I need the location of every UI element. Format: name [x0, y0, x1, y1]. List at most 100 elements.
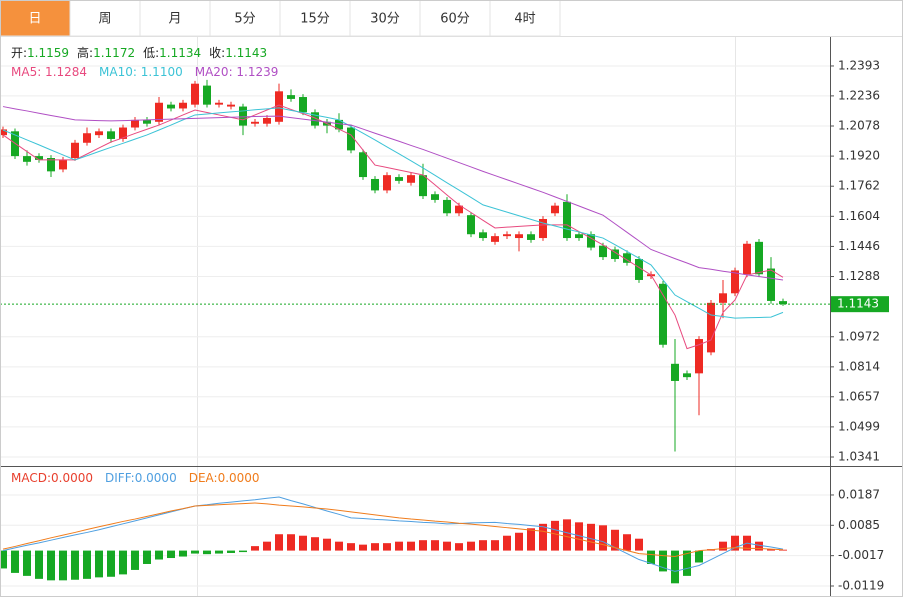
macd-bar: [311, 537, 319, 551]
tab-label[interactable]: 日: [28, 12, 41, 27]
candle-body: [227, 104, 235, 107]
info-value: 1.1159: [27, 46, 69, 60]
y-tick-label: 1.0657: [838, 389, 880, 403]
y-tick-label: 1.1446: [838, 239, 880, 253]
tab-label[interactable]: 60分: [440, 12, 470, 27]
candle-body: [167, 104, 175, 109]
macd-bar: [323, 538, 331, 551]
legend-entry: MA5: 1.1284: [11, 65, 87, 79]
candle-body: [275, 91, 283, 122]
macd-bar: [167, 550, 175, 559]
candle-body: [707, 302, 715, 353]
macd-legend: MACD:0.0000 DIFF:0.0000 DEA:0.0000: [11, 471, 260, 485]
tab-bg[interactable]: [69, 0, 141, 37]
candle-body: [539, 218, 547, 239]
indicator-line: [2, 106, 784, 281]
macd-bar: [251, 546, 259, 551]
y-tick-label: 1.0972: [838, 329, 880, 343]
macd-bar: [767, 549, 775, 551]
candle-body: [155, 102, 163, 122]
candle-body: [467, 215, 475, 235]
tab-label[interactable]: 月: [168, 12, 181, 27]
candle-body: [191, 83, 199, 105]
tab-bg[interactable]: [489, 0, 561, 37]
macd-bar: [515, 532, 523, 551]
candle-body: [731, 270, 739, 294]
macd-bar: [47, 550, 55, 581]
candle-body: [515, 234, 523, 239]
macd-bar: [683, 550, 691, 576]
macd-bar: [203, 550, 211, 555]
macd-bar: [143, 550, 151, 564]
legend-entry: DEA:0.0000: [189, 471, 260, 485]
macd-bar: [179, 550, 187, 557]
macd-bar: [155, 550, 163, 560]
tab[interactable]: 5分: [209, 0, 281, 37]
candle-body: [671, 363, 679, 381]
tab-bg[interactable]: [419, 0, 491, 37]
candle-body: [491, 236, 499, 242]
macd-bar: [23, 550, 31, 576]
info-value: 1.1134: [159, 46, 201, 60]
candle-body: [179, 102, 187, 109]
candle-body: [659, 283, 667, 345]
y-tick-label: 0.0187: [838, 487, 880, 501]
candle-body: [131, 119, 139, 128]
y-tick-label: 1.1604: [838, 209, 880, 223]
candle-body: [239, 106, 247, 126]
candle-body: [779, 301, 787, 305]
tab[interactable]: 周: [69, 0, 141, 37]
macd-bar: [119, 550, 127, 575]
tab[interactable]: 4时: [489, 0, 561, 37]
macd-bar: [503, 535, 511, 551]
tab-bg[interactable]: [0, 0, 71, 37]
macd-bar: [539, 523, 547, 551]
macd-bar: [71, 550, 79, 580]
info-label: 开:: [11, 46, 27, 60]
candle-body: [419, 175, 427, 197]
tab[interactable]: 15分: [279, 0, 351, 37]
indicator-line: [2, 502, 784, 558]
macd-bar: [731, 535, 739, 551]
candle-body: [479, 232, 487, 239]
tab[interactable]: 60分: [419, 0, 491, 37]
candle-body: [611, 249, 619, 260]
candle-body: [203, 85, 211, 105]
y-tick-label: 1.0814: [838, 359, 880, 373]
tab-bg[interactable]: [279, 0, 351, 37]
y-tick-label: -0.0119: [838, 578, 884, 592]
tab[interactable]: 月: [139, 0, 211, 37]
tab-label[interactable]: 15分: [300, 12, 330, 27]
macd-bar: [191, 550, 199, 554]
tab-label[interactable]: 周: [98, 12, 111, 27]
candle-body: [251, 121, 259, 124]
tab-bg[interactable]: [139, 0, 211, 37]
candle-body: [35, 156, 43, 160]
candle-body: [587, 234, 595, 248]
candle-body: [359, 152, 367, 178]
y-tick-label: -0.0017: [838, 548, 884, 562]
y-tick-label: 1.2078: [838, 118, 880, 132]
candle-body: [551, 205, 559, 214]
candle-body: [347, 127, 355, 151]
tab-label[interactable]: 30分: [370, 12, 400, 27]
candle-body: [119, 127, 127, 139]
candle-body: [635, 259, 643, 280]
candle-body: [95, 131, 103, 136]
candle-body: [743, 243, 751, 275]
tab[interactable]: 日: [0, 0, 71, 37]
candle-body: [767, 268, 775, 301]
candle-body: [503, 234, 511, 237]
y-tick-label: 1.2393: [838, 58, 880, 72]
tab-label[interactable]: 4时: [514, 12, 535, 27]
candle-body: [575, 234, 583, 239]
tab-bg[interactable]: [349, 0, 421, 37]
candle-body: [59, 159, 67, 170]
tab-bg[interactable]: [209, 0, 281, 37]
tab[interactable]: 30分: [349, 0, 421, 37]
indicator-line: [2, 496, 784, 572]
macd-bar: [0, 550, 7, 569]
macd-bar: [59, 550, 67, 581]
tab-label[interactable]: 5分: [234, 12, 255, 27]
